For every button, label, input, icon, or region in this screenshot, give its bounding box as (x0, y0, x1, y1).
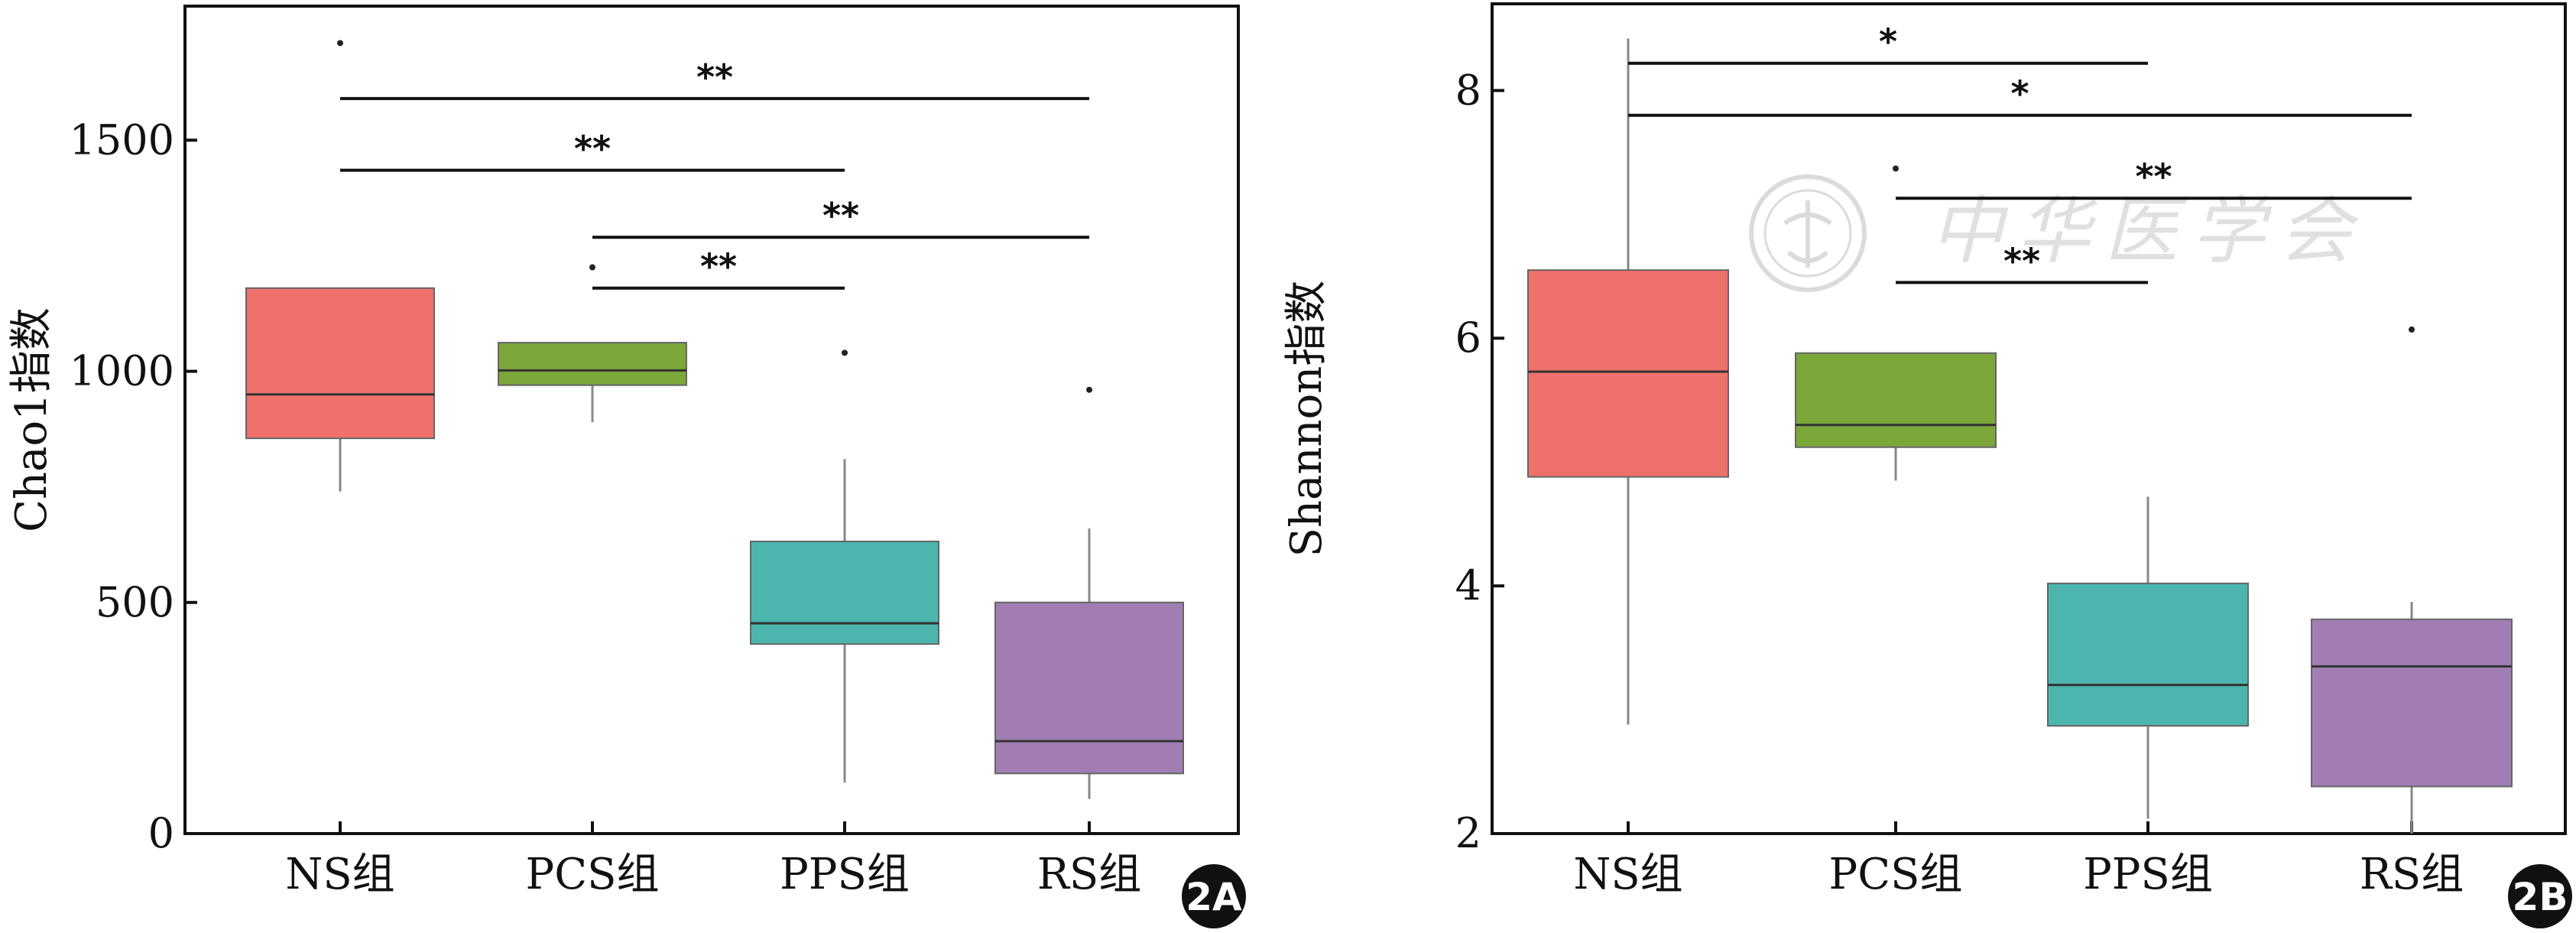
significance-label: ** (574, 128, 611, 170)
box-body (994, 601, 1184, 775)
x-tick-label: RS组 (2360, 850, 2464, 899)
x-tick-label: NS组 (1573, 850, 1682, 899)
box-outlier (842, 349, 848, 356)
box-body (1527, 269, 1729, 478)
y-tick-label: 6 (1455, 314, 1481, 362)
x-tick-label: PPS组 (2083, 850, 2213, 899)
box-outlier (589, 264, 595, 271)
significance-label: ** (2003, 240, 2040, 281)
plot-frame (183, 5, 1240, 835)
panel-badge-label: 2A (1186, 875, 1242, 919)
y-tick-label: 2 (1455, 809, 1481, 857)
box-body (1795, 352, 1997, 448)
y-tick-label: 1500 (70, 115, 174, 164)
significance-label: ** (2135, 156, 2172, 197)
watermark: 中华医学会 (1749, 174, 2366, 292)
box-body (2047, 582, 2249, 727)
box-body (498, 342, 687, 386)
x-tick-label: PCS组 (1829, 850, 1963, 899)
y-tick-label: 4 (1455, 561, 1481, 610)
x-tick-label: RS组 (1037, 850, 1142, 899)
box-outlier (337, 40, 343, 47)
significance-label: ** (822, 195, 859, 236)
box-body (245, 287, 435, 440)
significance-label: ** (700, 246, 737, 288)
panel-badge-label: 2B (2513, 875, 2568, 919)
significance-label: * (1879, 21, 1897, 63)
y-axis-label: Shannon指数 (1282, 281, 1332, 558)
plot-frame (1491, 2, 2567, 835)
y-tick-label: 0 (148, 809, 174, 857)
x-tick-label: PPS组 (780, 850, 910, 899)
box-outlier (2409, 326, 2415, 333)
box-outlier (1086, 386, 1092, 393)
panel-badge (2508, 864, 2572, 928)
box-body (2311, 618, 2513, 788)
significance-label: * (2010, 73, 2029, 115)
watermark-seal-icon (1749, 174, 1867, 292)
chart-panel-2a: 0 500 1000 1500 Chao1指数 NS组 PCS组 PPS组 RS组 ** ** ** *… (7, 5, 1246, 928)
y-tick-label: 8 (1455, 66, 1481, 114)
x-tick-label: NS组 (285, 850, 394, 899)
box-body (750, 540, 939, 645)
y-axis-label: Chao1指数 (7, 307, 57, 532)
y-tick-label: 500 (96, 578, 174, 626)
watermark-text: 中华医学会 (1930, 188, 2366, 274)
y-tick-label: 1000 (70, 347, 174, 395)
box-outlier (1893, 165, 1899, 172)
panel-badge (1182, 864, 1246, 928)
significance-label: ** (696, 57, 733, 98)
x-tick-label: PCS组 (526, 850, 660, 899)
